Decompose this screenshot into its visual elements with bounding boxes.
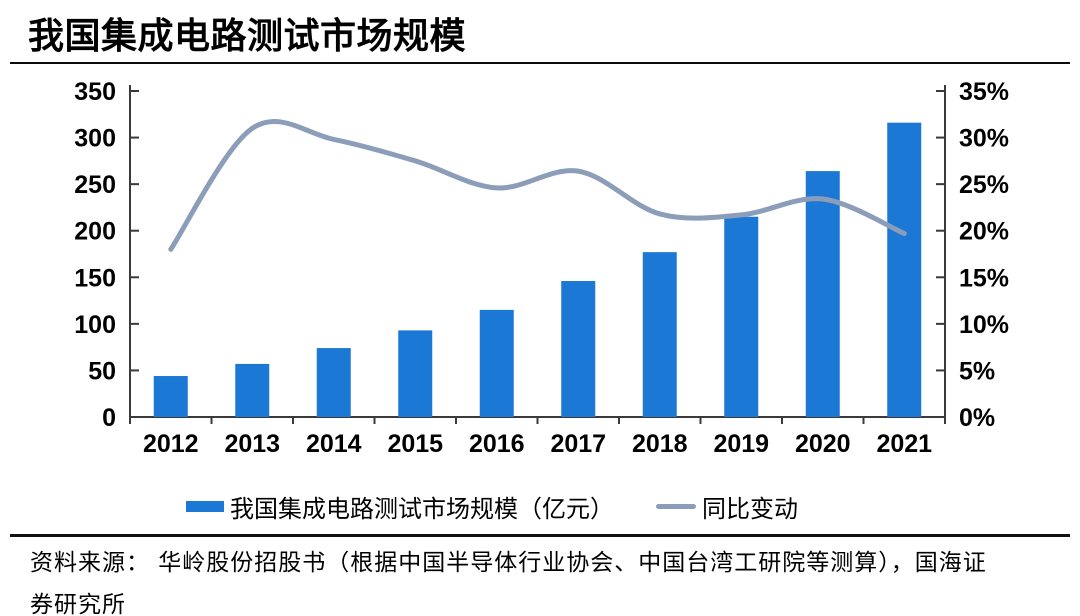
y-right-label-35: 35% bbox=[959, 78, 1009, 106]
bar-2020 bbox=[805, 171, 840, 417]
y-right-label-15: 15% bbox=[959, 264, 1009, 292]
y-left-label-50: 50 bbox=[88, 357, 116, 385]
x-label-2016: 2016 bbox=[469, 430, 525, 458]
y-left-label-250: 250 bbox=[74, 171, 116, 199]
source-text: 资料来源： 华岭股份招股书（根据中国半导体行业协会、中国台湾工研院等测算），国海… bbox=[30, 542, 1060, 616]
line-series-label: 同比变动 bbox=[702, 495, 798, 523]
bar-2013 bbox=[235, 363, 270, 417]
y-right-label-10: 10% bbox=[959, 311, 1009, 339]
x-label-2014: 2014 bbox=[306, 430, 362, 458]
bar-2012 bbox=[153, 376, 188, 417]
bar-series-label: 我国集成电路测试市场规模（亿元） bbox=[230, 495, 614, 523]
x-label-2019: 2019 bbox=[713, 430, 769, 458]
bar-2021 bbox=[887, 122, 922, 417]
y-left-label-200: 200 bbox=[74, 218, 116, 246]
y-left-label-0: 0 bbox=[102, 404, 116, 432]
line-series-swatch bbox=[656, 504, 696, 509]
bar-2015 bbox=[398, 330, 433, 417]
y-left-label-100: 100 bbox=[74, 311, 116, 339]
y-left-label-150: 150 bbox=[74, 264, 116, 292]
chart-legend: 我国集成电路测试市场规模（亿元） 同比变动 bbox=[186, 489, 798, 524]
page-title: 我国集成电路测试市场规模 bbox=[28, 15, 467, 56]
bar-series-swatch bbox=[186, 501, 224, 512]
y-left-label-350: 350 bbox=[74, 78, 116, 106]
bar-2019 bbox=[724, 216, 759, 417]
x-label-2018: 2018 bbox=[632, 430, 688, 458]
x-label-2020: 2020 bbox=[795, 430, 851, 458]
x-label-2021: 2021 bbox=[876, 430, 932, 458]
title-divider bbox=[10, 62, 1070, 64]
footer-divider bbox=[10, 534, 1070, 537]
y-right-label-30: 30% bbox=[959, 125, 1009, 153]
x-label-2012: 2012 bbox=[143, 430, 199, 458]
y-right-label-20: 20% bbox=[959, 218, 1009, 246]
x-label-2017: 2017 bbox=[550, 430, 606, 458]
legend-item-yoy: 同比变动 bbox=[656, 489, 798, 524]
x-label-2013: 2013 bbox=[224, 430, 280, 458]
growth-line bbox=[168, 119, 907, 252]
bar-2014 bbox=[316, 348, 351, 417]
bar-2016 bbox=[479, 309, 514, 417]
y-right-label-25: 25% bbox=[959, 171, 1009, 199]
y-right-label-0: 0% bbox=[959, 404, 995, 432]
bar-2018 bbox=[642, 252, 677, 417]
bar-2017 bbox=[561, 281, 596, 417]
source-line-1: 资料来源： 华岭股份招股书（根据中国半导体行业协会、中国台湾工研院等测算），国海… bbox=[30, 550, 987, 576]
y-right-label-5: 5% bbox=[959, 357, 995, 385]
legend-item-market-size: 我国集成电路测试市场规模（亿元） bbox=[186, 489, 614, 524]
x-label-2015: 2015 bbox=[387, 430, 443, 458]
y-left-label-300: 300 bbox=[74, 125, 116, 153]
source-line-2: 券研究所 bbox=[30, 592, 126, 616]
